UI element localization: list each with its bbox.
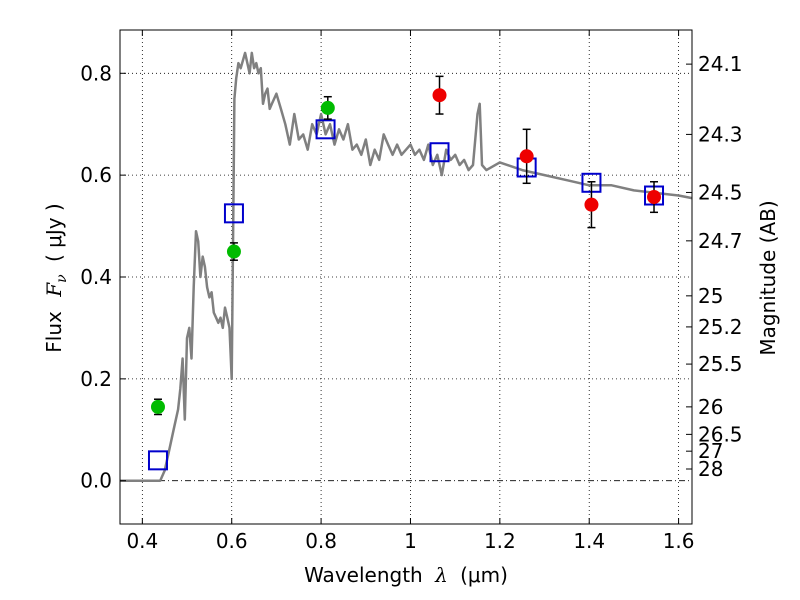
ticks: 0.4 0.6 0.8 1 1.2 1.4 1.6 0.0 0.2 0.4 0.6 0.8 24.1 24… — [80, 30, 743, 553]
x-axis-label-prefix: Wavelength — [304, 563, 423, 587]
y2-axis-label: Magnitude (AB) — [756, 200, 780, 355]
y-tick-label: 0.4 — [80, 265, 112, 289]
y-axis-label-unit: ( μJy ) — [42, 203, 66, 262]
mag-tick-label: 26 — [698, 395, 723, 419]
mag-tick-label: 25 — [698, 284, 723, 308]
x-tick-label: 1.2 — [484, 529, 516, 553]
y-axis-label-prefix: Flux — [42, 311, 66, 353]
y-axis-label-symbol: F — [42, 282, 66, 298]
mag-tick-label: 24.1 — [698, 52, 743, 76]
x-tick-label: 1.6 — [663, 529, 695, 553]
x-tick-label: 1.4 — [573, 529, 605, 553]
photometry-point — [226, 244, 241, 259]
x-tick-label: 0.4 — [126, 529, 158, 553]
photometry-point — [432, 88, 447, 103]
photometry-point — [150, 399, 165, 414]
photometry-point — [519, 149, 534, 164]
x-tick-label: 1 — [404, 529, 417, 553]
grid — [120, 30, 692, 524]
y-tick-label: 0.8 — [80, 61, 112, 85]
mag-tick-label: 28 — [698, 457, 723, 481]
x-tick-label: 0.6 — [216, 529, 248, 553]
mag-tick-label: 24.5 — [698, 180, 743, 204]
y-tick-label: 0.6 — [80, 163, 112, 187]
mag-tick-label: 26.5 — [698, 422, 743, 446]
model-square-marker — [223, 203, 244, 224]
mag-tick-label: 27 — [698, 439, 723, 463]
x-axis-label-unit: (μm) — [460, 563, 508, 587]
mag-tick-label: 24.3 — [698, 122, 743, 146]
model-square-marker — [429, 142, 450, 163]
photometry-point — [584, 197, 599, 212]
mag-tick-label: 25.5 — [698, 352, 743, 376]
photometry-point — [320, 100, 335, 115]
y-axis-label-subscript: ν — [54, 274, 70, 283]
x-tick-label: 0.8 — [305, 529, 337, 553]
model-square-marker — [147, 450, 168, 471]
y-tick-label: 0.2 — [80, 367, 112, 391]
y-axis-label: Flux Fν ( μJy ) — [42, 203, 71, 352]
mag-tick-label: 24.7 — [698, 229, 743, 253]
sed-template-line — [120, 51, 693, 482]
y-tick-label: 0.0 — [80, 469, 112, 493]
x-axis-label-symbol: λ — [434, 563, 448, 587]
x-axis-label: Wavelength λ (μm) — [304, 563, 508, 587]
photometry-point — [647, 190, 662, 205]
model-square-marker — [315, 119, 336, 140]
mag-tick-label: 25.2 — [698, 315, 743, 339]
plot-area — [120, 51, 693, 482]
